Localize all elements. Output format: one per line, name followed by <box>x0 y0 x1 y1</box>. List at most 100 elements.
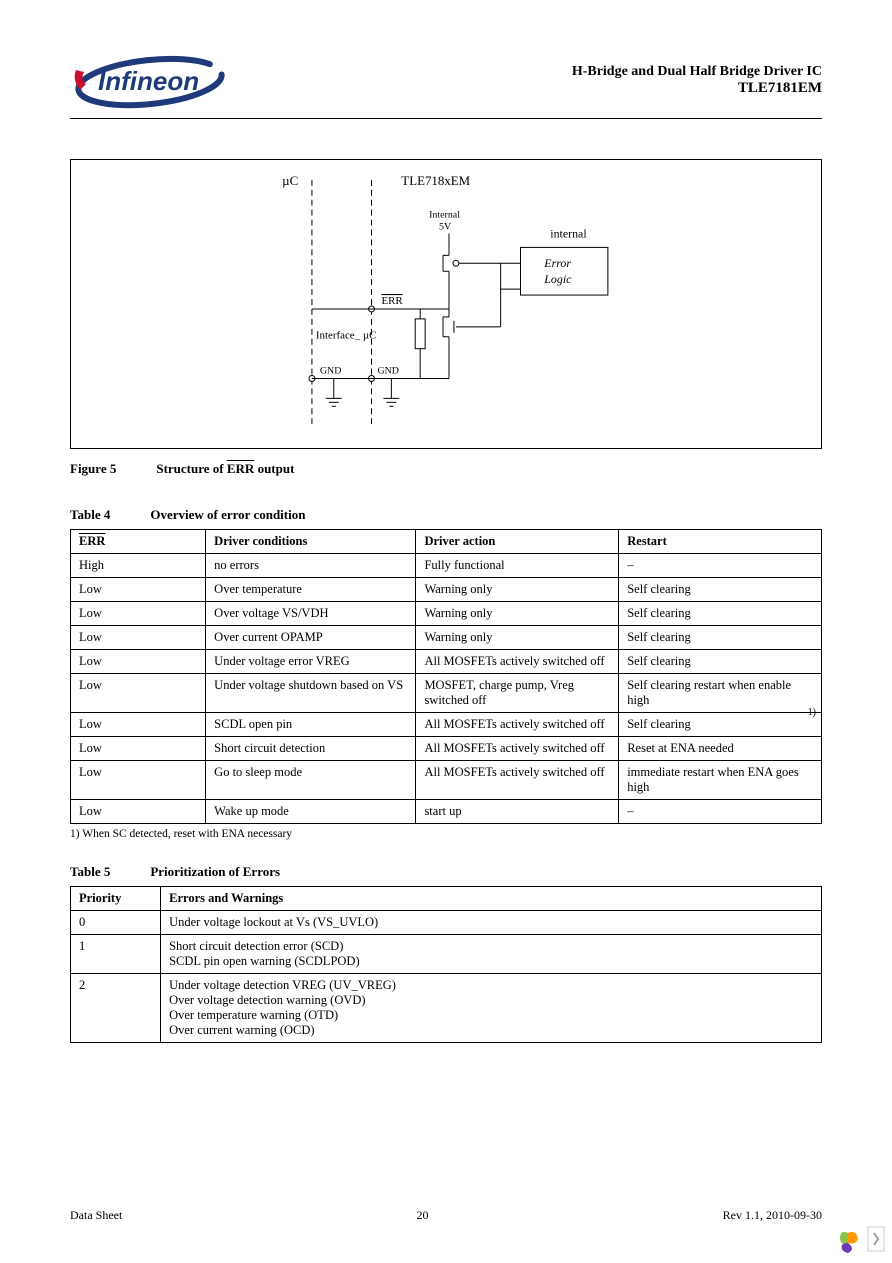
table-header: ERR <box>71 530 206 554</box>
figure-5-caption: Figure 5 Structure of ERR output <box>70 461 822 477</box>
figure-5-diagram: µC TLE718xEM Internal 5V internal Error … <box>70 159 822 449</box>
table-cell: Low <box>71 602 206 626</box>
table-5-caption: Table 5 Prioritization of Errors <box>70 864 822 880</box>
table-cell: Self clearing <box>619 578 822 602</box>
table-cell: Reset at ENA needed <box>619 737 822 761</box>
gnd-label-1: GND <box>320 366 342 377</box>
table-cell: – <box>619 800 822 824</box>
table-cell: Warning only <box>416 578 619 602</box>
table-header: Driver action <box>416 530 619 554</box>
table-4-caption: Table 4 Overview of error condition <box>70 507 822 523</box>
table-row: LowUnder voltage error VREGAll MOSFETs a… <box>71 650 822 674</box>
part-number: TLE7181EM <box>572 80 822 97</box>
infineon-logo: Infineon <box>70 50 250 110</box>
table-cell: Self clearing <box>619 713 822 737</box>
table-cell: start up <box>416 800 619 824</box>
table-4: ERRDriver conditionsDriver actionRestart… <box>70 529 822 824</box>
table-cell: SCDL open pin <box>206 713 416 737</box>
table-title: Prioritization of Errors <box>150 864 280 880</box>
table-cell: Low <box>71 578 206 602</box>
table-cell: Low <box>71 737 206 761</box>
table-cell: Self clearing <box>619 602 822 626</box>
table-row: LowSCDL open pinAll MOSFETs actively swi… <box>71 713 822 737</box>
table-cell: 2 <box>71 974 161 1043</box>
table-header: Priority <box>71 887 161 911</box>
table-cell: Over current OPAMP <box>206 626 416 650</box>
table-cell: immediate restart when ENA goes high <box>619 761 822 800</box>
error-logic-line2: Logic <box>543 272 572 286</box>
table-row: LowOver temperatureWarning onlySelf clea… <box>71 578 822 602</box>
figure-title: Structure of ERR output <box>156 461 294 477</box>
table-row: LowOver current OPAMPWarning onlySelf cl… <box>71 626 822 650</box>
footer-rev: Rev 1.1, 2010-09-30 <box>723 1208 822 1223</box>
figure-label: Figure 5 <box>70 461 116 477</box>
error-logic-line1: Error <box>543 256 571 270</box>
table-cell: Low <box>71 761 206 800</box>
table-cell: 1 <box>71 935 161 974</box>
table-cell: no errors <box>206 554 416 578</box>
table-cell: Under voltage shutdown based on VS <box>206 674 416 713</box>
table-cell: Self clearing restart when enable high <box>619 674 822 713</box>
table-cell: Over temperature <box>206 578 416 602</box>
table-cell: Wake up mode <box>206 800 416 824</box>
svg-text:5V: 5V <box>439 222 452 233</box>
table-title: Overview of error condition <box>150 507 305 523</box>
internal-5v-label: Internal <box>429 210 460 221</box>
table-row: LowWake up modestart up– <box>71 800 822 824</box>
footnote-marker: 1) <box>808 707 816 718</box>
table-cell: All MOSFETs actively switched off <box>416 737 619 761</box>
chip-label: TLE718xEM <box>401 173 470 188</box>
table-4-footnote: 1) When SC detected, reset with ENA nece… <box>70 828 822 840</box>
table-cell: All MOSFETs actively switched off <box>416 713 619 737</box>
page-header: Infineon H-Bridge and Dual Half Bridge D… <box>70 50 822 119</box>
interface-label: Interface_ µC <box>316 330 376 342</box>
table-cell: 0 <box>71 911 161 935</box>
table-row: 0Under voltage lockout at Vs (VS_UVLO) <box>71 911 822 935</box>
table-cell: Under voltage detection VREG (UV_VREG)Ov… <box>161 974 822 1043</box>
table-cell: Low <box>71 800 206 824</box>
table-cell: High <box>71 554 206 578</box>
table-label: Table 5 <box>70 864 110 880</box>
table-header: Errors and Warnings <box>161 887 822 911</box>
page-footer: Data Sheet 20 Rev 1.1, 2010-09-30 <box>70 1208 822 1223</box>
table-cell: Low <box>71 650 206 674</box>
err-pin-label: ERR <box>381 295 403 307</box>
table-cell: Under voltage error VREG <box>206 650 416 674</box>
table-cell: Low <box>71 674 206 713</box>
table-cell: Low <box>71 713 206 737</box>
table-header: Driver conditions <box>206 530 416 554</box>
table-cell: MOSFET, charge pump, Vreg switched off <box>416 674 619 713</box>
footer-page: 20 <box>416 1208 428 1223</box>
table-5: PriorityErrors and Warnings 0Under volta… <box>70 886 822 1043</box>
table-label: Table 4 <box>70 507 110 523</box>
table-cell: All MOSFETs actively switched off <box>416 761 619 800</box>
table-row: LowGo to sleep modeAll MOSFETs actively … <box>71 761 822 800</box>
doc-title: H-Bridge and Dual Half Bridge Driver IC <box>572 64 822 80</box>
table-cell: Self clearing <box>619 650 822 674</box>
table-cell: Warning only <box>416 626 619 650</box>
internal-label: internal <box>550 226 587 240</box>
table-cell: Short circuit detection <box>206 737 416 761</box>
table-header: Restart <box>619 530 822 554</box>
uc-label: µC <box>282 173 298 188</box>
table-cell: Over voltage VS/VDH <box>206 602 416 626</box>
table-cell: Short circuit detection error (SCD)SCDL … <box>161 935 822 974</box>
table-cell: Low <box>71 626 206 650</box>
table-cell: Go to sleep mode <box>206 761 416 800</box>
corner-widget <box>828 1219 888 1259</box>
table-row: Highno errorsFully functional– <box>71 554 822 578</box>
table-cell: Fully functional <box>416 554 619 578</box>
svg-text:Infineon: Infineon <box>98 66 199 96</box>
table-row: 1Short circuit detection error (SCD)SCDL… <box>71 935 822 974</box>
footer-left: Data Sheet <box>70 1208 122 1223</box>
table-cell: Under voltage lockout at Vs (VS_UVLO) <box>161 911 822 935</box>
table-row: 2Under voltage detection VREG (UV_VREG)O… <box>71 974 822 1043</box>
gnd-label-2: GND <box>377 366 399 377</box>
table-cell: Warning only <box>416 602 619 626</box>
table-row: LowShort circuit detectionAll MOSFETs ac… <box>71 737 822 761</box>
table-cell: – <box>619 554 822 578</box>
table-row: LowOver voltage VS/VDHWarning onlySelf c… <box>71 602 822 626</box>
table-row: LowUnder voltage shutdown based on VSMOS… <box>71 674 822 713</box>
table-cell: Self clearing <box>619 626 822 650</box>
table-cell: All MOSFETs actively switched off <box>416 650 619 674</box>
